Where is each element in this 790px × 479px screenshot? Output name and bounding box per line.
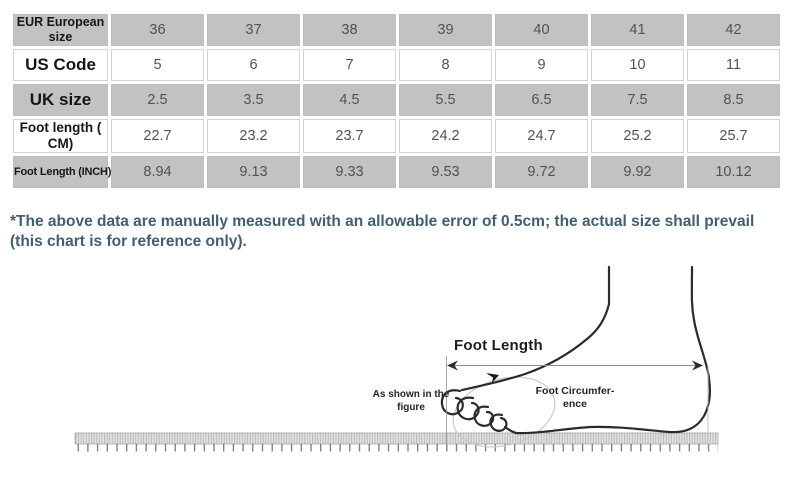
size-cell: 3.5 bbox=[207, 84, 300, 116]
row-header-us-code: US Code bbox=[13, 49, 108, 81]
size-cell: 8.94 bbox=[111, 156, 204, 188]
size-cell: 9 bbox=[495, 49, 588, 81]
size-cell: 9.53 bbox=[399, 156, 492, 188]
toe-curl-4 bbox=[489, 413, 508, 432]
foot-length-measurement bbox=[446, 356, 709, 450]
size-cell: 6.5 bbox=[495, 84, 588, 116]
circumference-arrow-icon bbox=[486, 373, 499, 383]
table-row-uk-size: UK size 2.5 3.5 4.5 5.5 6.5 7.5 8.5 bbox=[13, 84, 780, 116]
size-cell: 10 bbox=[591, 49, 684, 81]
size-cell: 9.92 bbox=[591, 156, 684, 188]
size-cell: 10.12 bbox=[687, 156, 780, 188]
row-header-foot-length-cm: Foot length ( CM) bbox=[13, 119, 108, 153]
size-cell: 8.5 bbox=[687, 84, 780, 116]
size-cell: 4.5 bbox=[303, 84, 396, 116]
size-cell: 2.5 bbox=[111, 84, 204, 116]
size-cell: 23.7 bbox=[303, 119, 396, 153]
table-row-foot-length-cm: Foot length ( CM) 22.7 23.2 23.7 24.2 24… bbox=[13, 119, 780, 153]
size-cell: 36 bbox=[111, 14, 204, 46]
arrow-left-icon bbox=[447, 360, 458, 371]
size-cell: 39 bbox=[399, 14, 492, 46]
size-cell: 25.7 bbox=[687, 119, 780, 153]
as-shown-label: As shown in the figure bbox=[372, 389, 450, 413]
size-cell: 42 bbox=[687, 14, 780, 46]
foot-circumference-ellipse bbox=[452, 376, 556, 448]
size-cell: 9.13 bbox=[207, 156, 300, 188]
foot-measurement-figure bbox=[74, 265, 719, 452]
size-cell: 23.2 bbox=[207, 119, 300, 153]
size-cell: 9.72 bbox=[495, 156, 588, 188]
size-cell: 38 bbox=[303, 14, 396, 46]
size-cell: 5.5 bbox=[399, 84, 492, 116]
ruler bbox=[74, 432, 719, 452]
size-table: EUR European size 36 37 38 39 40 41 42 U… bbox=[10, 11, 783, 191]
row-header-foot-length-inch: Foot Length (INCH) bbox=[13, 156, 111, 188]
foot-heel-sole-line bbox=[514, 265, 711, 435]
size-cell: 9.33 bbox=[303, 156, 396, 188]
size-cell: 7 bbox=[303, 49, 396, 81]
row-header-eur-size: EUR European size bbox=[13, 14, 108, 46]
table-row-foot-length-inch: Foot Length (INCH) 8.94 9.13 9.33 9.53 9… bbox=[13, 156, 780, 188]
arrow-right-icon bbox=[692, 360, 703, 371]
size-cell: 37 bbox=[207, 14, 300, 46]
size-cell: 24.2 bbox=[399, 119, 492, 153]
size-cell: 41 bbox=[591, 14, 684, 46]
size-cell: 22.7 bbox=[111, 119, 204, 153]
size-cell: 5 bbox=[111, 49, 204, 81]
size-cell: 11 bbox=[687, 49, 780, 81]
size-cell: 6 bbox=[207, 49, 300, 81]
measurement-note: *The above data are manually measured wi… bbox=[10, 213, 755, 250]
foot-circumference-label: Foot Circumfer- ence bbox=[535, 385, 615, 410]
toe-to-sole-line bbox=[503, 425, 518, 435]
foot-outline bbox=[440, 265, 711, 435]
size-cell: 8 bbox=[399, 49, 492, 81]
foot-length-label: Foot Length bbox=[454, 337, 543, 354]
size-cell: 25.2 bbox=[591, 119, 684, 153]
foot-instep-line bbox=[460, 265, 611, 392]
table-row-us-code: US Code 5 6 7 8 9 10 11 bbox=[13, 49, 780, 81]
size-cell: 40 bbox=[495, 14, 588, 46]
table-row-eur-size: EUR European size 36 37 38 39 40 41 42 bbox=[13, 14, 780, 46]
size-cell: 7.5 bbox=[591, 84, 684, 116]
size-cell: 24.7 bbox=[495, 119, 588, 153]
row-header-uk-size: UK size bbox=[13, 84, 108, 116]
